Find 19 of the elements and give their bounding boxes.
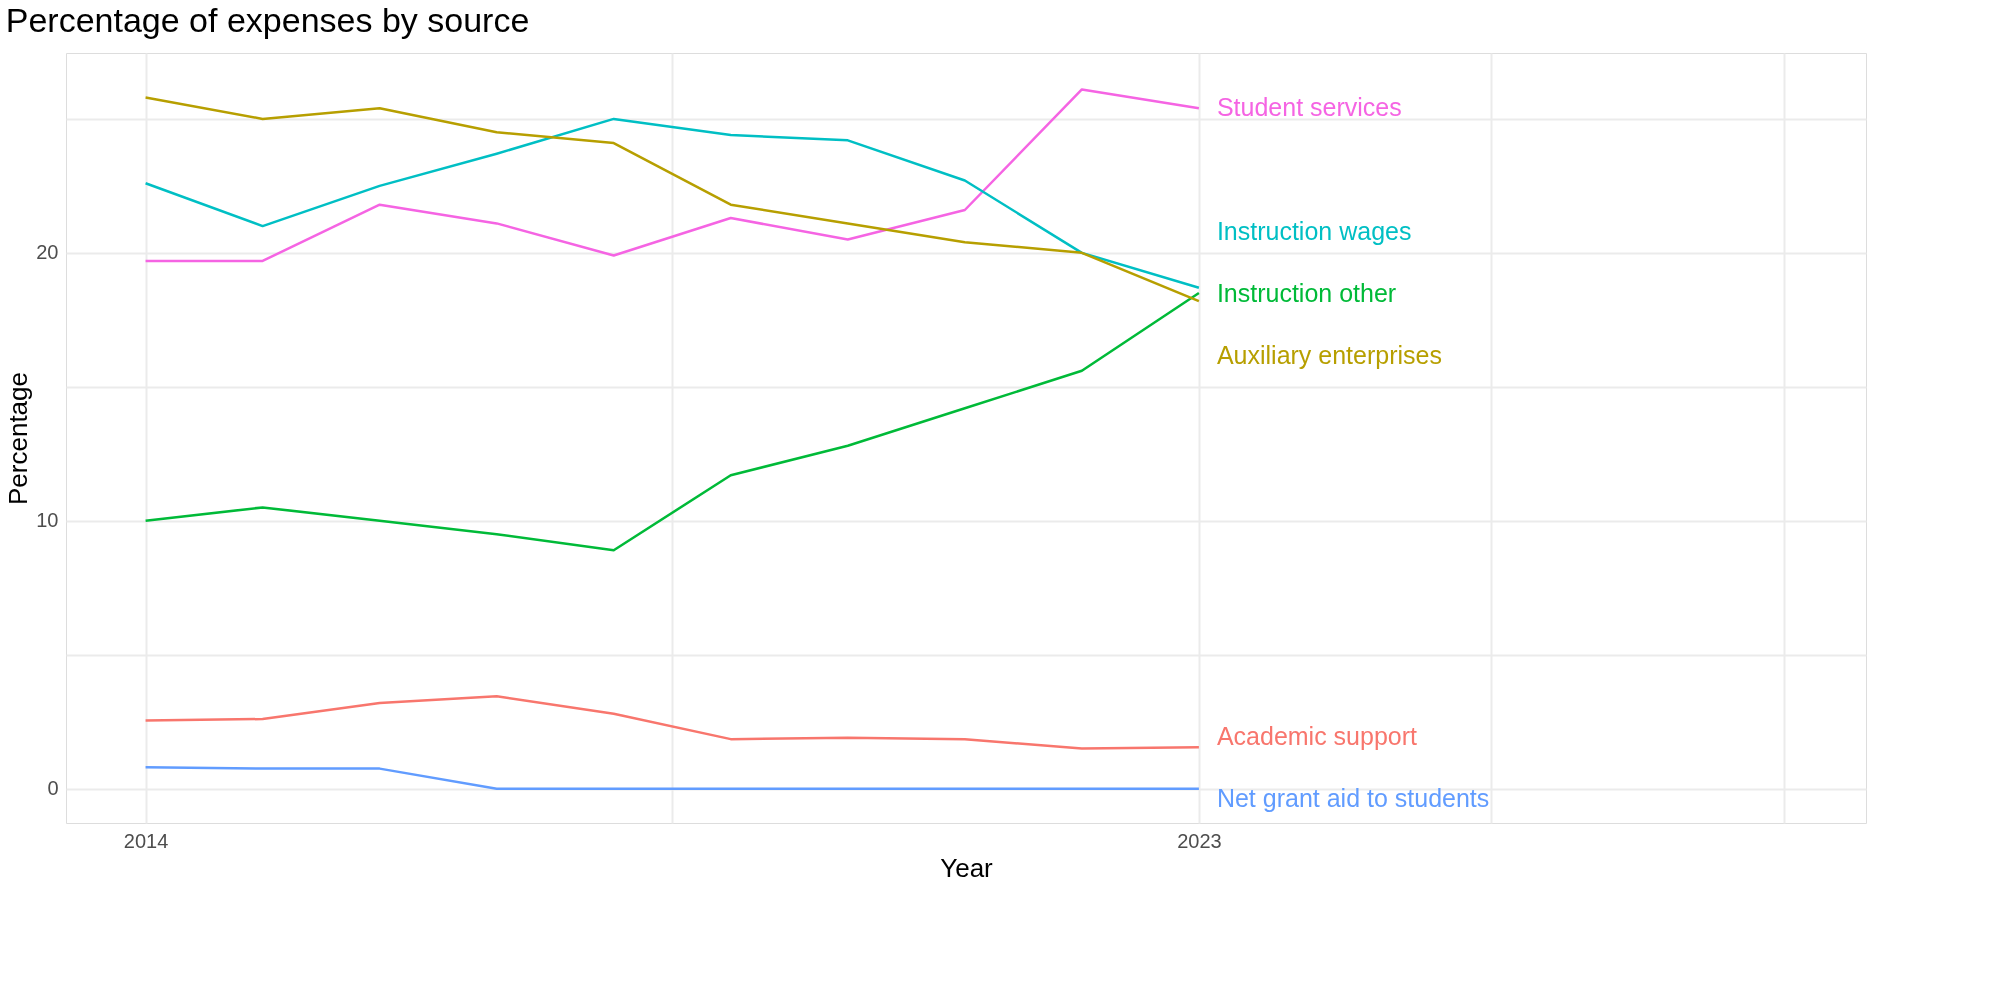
line-series bbox=[144, 96, 1201, 303]
chart-title: Percentage of expenses by source bbox=[5, 1, 530, 39]
x-tick-label: 2023 bbox=[1177, 829, 1222, 852]
line-series bbox=[144, 117, 1201, 289]
line-series bbox=[144, 291, 1201, 552]
series-label: Instruction wages bbox=[1216, 217, 1412, 246]
series-label: Net grant aid to students bbox=[1216, 783, 1490, 812]
x-axis-title: Year bbox=[940, 852, 994, 883]
series-label: Instruction other bbox=[1216, 278, 1397, 307]
x-tick-label: 2014 bbox=[123, 829, 169, 852]
line-series bbox=[144, 88, 1201, 263]
series-label: Academic support bbox=[1216, 722, 1418, 751]
y-tick-label: 10 bbox=[36, 509, 59, 532]
series-label: Student services bbox=[1216, 93, 1402, 122]
y-axis-title: Percentage bbox=[3, 372, 34, 505]
series-label: Auxiliary enterprises bbox=[1216, 340, 1442, 369]
line-series bbox=[144, 695, 1201, 750]
y-tick-label: 20 bbox=[36, 241, 59, 264]
y-tick-label: 0 bbox=[47, 777, 59, 800]
